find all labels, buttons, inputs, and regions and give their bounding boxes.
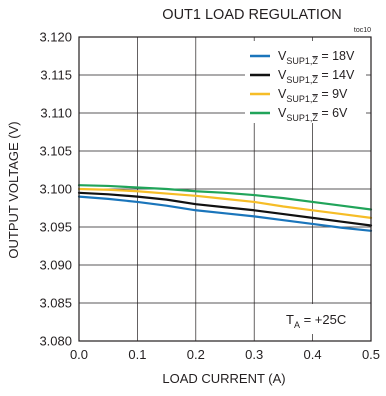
plot-frame — [78, 36, 372, 342]
axis-ticks: 0.0 0.1 0.2 0.3 0.4 0.5 3.080 3.085 3.090 3.095 3.… — [39, 30, 380, 363]
y-tick-label: 3.090 — [39, 258, 72, 273]
annotation-text: TA = +25C — [286, 312, 346, 330]
chart-title: OUT1 LOAD REGULATION — [162, 7, 341, 23]
legend: VSUP1,Z = 18V VSUP1,Z = 14V VSUP1,Z = 9V VS… — [245, 41, 366, 123]
legend-background — [245, 41, 366, 123]
x-tick-label: 0.3 — [245, 347, 263, 362]
y-tick-label: 3.120 — [39, 30, 72, 45]
series-lines — [77, 184, 373, 232]
series-line-1 — [77, 191, 373, 227]
x-axis-title: LOAD CURRENT (A) — [162, 371, 285, 386]
series-line-3 — [77, 184, 373, 211]
y-tick-label: 3.080 — [39, 334, 72, 349]
y-tick-label: 3.105 — [39, 144, 72, 159]
x-tick-label: 0.4 — [304, 347, 322, 362]
y-axis-title: OUTPUT VOLTAGE (V) — [6, 121, 21, 258]
y-tick-label: 3.100 — [39, 182, 72, 197]
series-line-0 — [77, 195, 373, 232]
x-tick-label: 0.2 — [187, 347, 205, 362]
y-tick-label: 3.085 — [39, 296, 72, 311]
figure-tag: toc10 — [354, 27, 371, 34]
legend-label-0: VSUP1,Z = 18V — [278, 49, 355, 66]
temperature-annotation: TA = +25C — [272, 304, 367, 334]
legend-label-1: VSUP1,Z = 14V — [278, 68, 355, 85]
x-tick-label: 0.0 — [70, 347, 88, 362]
y-tick-label: 3.110 — [40, 106, 72, 121]
x-tick-label: 0.1 — [128, 347, 146, 362]
series-line-2 — [77, 187, 373, 219]
legend-label-3: VSUP1,Z = 6V — [278, 106, 348, 123]
annotation-box — [272, 304, 367, 334]
x-tick-label: 0.5 — [362, 347, 380, 362]
legend-label-2: VSUP1,Z = 9V — [278, 87, 348, 104]
y-tick-label: 3.115 — [40, 68, 72, 83]
y-tick-label: 3.095 — [39, 220, 72, 235]
